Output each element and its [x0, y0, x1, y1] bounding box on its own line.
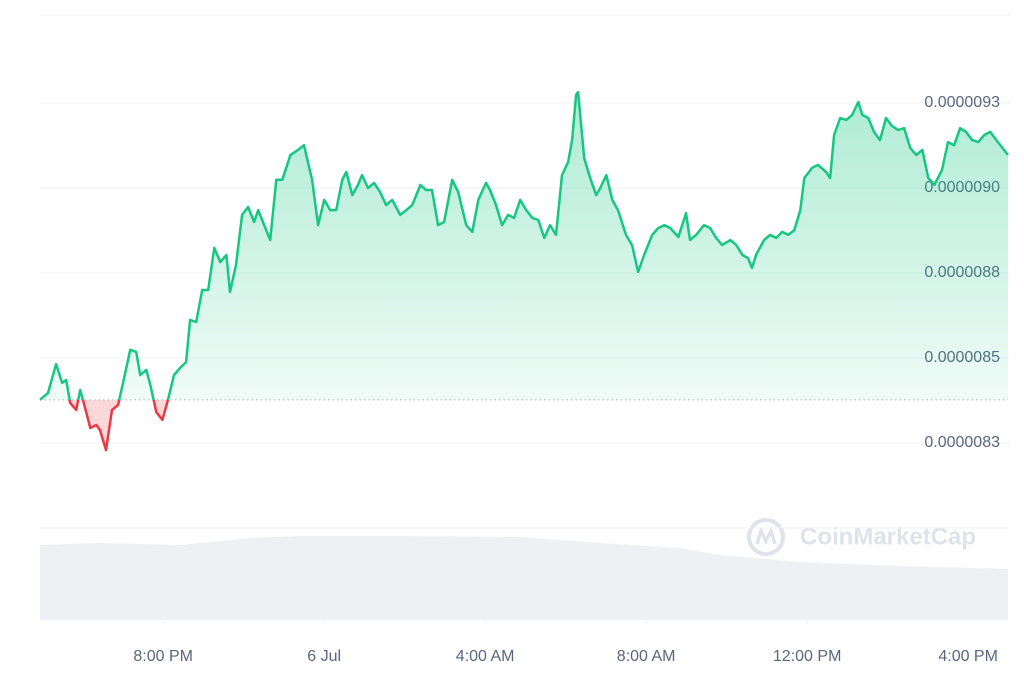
- y-tick-label: 0.0000093: [924, 94, 1000, 111]
- area-down: [69, 399, 168, 451]
- price-line: [39, 90, 1009, 452]
- x-tick-label: 8:00 PM: [133, 648, 193, 665]
- x-tick-label: 4:00 PM: [938, 648, 998, 665]
- x-tick-label: 6 Jul: [307, 648, 341, 665]
- x-tick-label: 4:00 AM: [456, 648, 515, 665]
- watermark: CoinMarketCap: [747, 518, 976, 556]
- x-tick-label: 8:00 AM: [617, 648, 676, 665]
- x-tick-label: 12:00 PM: [773, 648, 841, 665]
- volume-area: [40, 536, 1008, 620]
- watermark-text: CoinMarketCap: [800, 523, 976, 550]
- area-up: [40, 92, 1008, 400]
- y-tick-label: 0.0000083: [924, 434, 1000, 451]
